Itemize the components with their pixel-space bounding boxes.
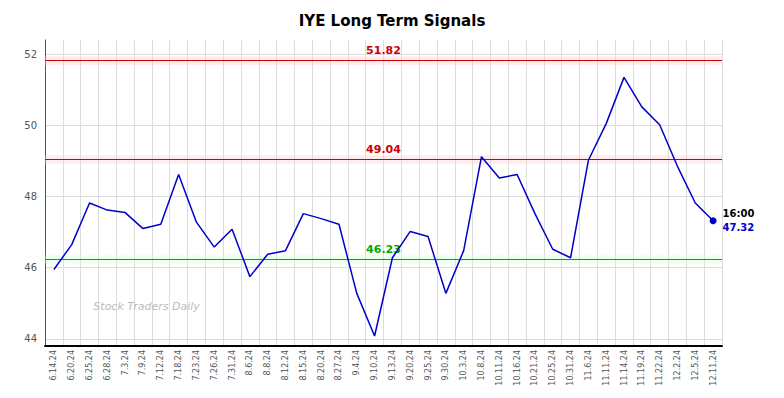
svg-text:10.21.24: 10.21.24: [530, 350, 539, 386]
svg-text:12.2.24: 12.2.24: [673, 350, 682, 381]
svg-text:50: 50: [24, 120, 37, 131]
svg-text:IYE Long Term Signals: IYE Long Term Signals: [299, 12, 486, 30]
svg-text:7.23.24: 7.23.24: [192, 350, 201, 381]
svg-text:16:00: 16:00: [723, 208, 755, 219]
svg-text:11.11.24: 11.11.24: [602, 350, 611, 386]
svg-text:7.9.24: 7.9.24: [138, 350, 147, 375]
svg-text:11.22.24: 11.22.24: [655, 350, 664, 386]
svg-text:8.6.24: 8.6.24: [245, 350, 254, 375]
svg-text:9.10.24: 9.10.24: [370, 350, 379, 381]
svg-text:12.5.24: 12.5.24: [691, 350, 700, 381]
svg-text:7.26.24: 7.26.24: [210, 350, 219, 381]
svg-text:6.28.24: 6.28.24: [103, 350, 112, 381]
svg-text:8.12.24: 8.12.24: [281, 350, 290, 381]
svg-text:Stock Traders Daily: Stock Traders Daily: [93, 300, 200, 313]
svg-text:6.20.24: 6.20.24: [67, 350, 76, 381]
svg-text:7.18.24: 7.18.24: [174, 350, 183, 381]
svg-text:8.20.24: 8.20.24: [317, 350, 326, 381]
svg-text:10.8.24: 10.8.24: [477, 350, 486, 381]
svg-text:9.25.24: 9.25.24: [424, 350, 433, 381]
svg-text:10.3.24: 10.3.24: [459, 350, 468, 381]
svg-text:47.32: 47.32: [723, 222, 755, 233]
svg-text:49.04: 49.04: [366, 143, 401, 156]
svg-text:8.8.24: 8.8.24: [263, 350, 272, 375]
svg-text:8.15.24: 8.15.24: [299, 350, 308, 381]
svg-text:8.27.24: 8.27.24: [334, 350, 343, 381]
svg-text:51.82: 51.82: [366, 44, 401, 57]
svg-text:11.14.24: 11.14.24: [620, 350, 629, 386]
svg-text:7.3.24: 7.3.24: [121, 350, 130, 375]
svg-text:46: 46: [24, 262, 37, 273]
svg-text:46.23: 46.23: [366, 242, 401, 256]
svg-text:10.11.24: 10.11.24: [495, 350, 504, 386]
svg-text:7.31.24: 7.31.24: [228, 350, 237, 381]
svg-text:6.14.24: 6.14.24: [49, 350, 58, 381]
svg-text:9.13.24: 9.13.24: [388, 350, 397, 381]
svg-text:11.6.24: 11.6.24: [584, 350, 593, 381]
svg-text:12.11.24: 12.11.24: [709, 350, 718, 386]
svg-text:9.30.24: 9.30.24: [441, 350, 450, 381]
svg-text:9.4.24: 9.4.24: [352, 350, 361, 375]
svg-text:44: 44: [24, 333, 37, 344]
svg-text:9.20.24: 9.20.24: [406, 350, 415, 381]
svg-text:7.12.24: 7.12.24: [156, 350, 165, 381]
svg-text:48: 48: [24, 191, 37, 202]
svg-text:6.25.24: 6.25.24: [85, 350, 94, 381]
svg-text:10.25.24: 10.25.24: [548, 350, 557, 386]
svg-text:10.16.24: 10.16.24: [513, 350, 522, 386]
svg-text:10.31.24: 10.31.24: [566, 350, 575, 386]
svg-text:52: 52: [24, 49, 37, 60]
svg-text:11.19.24: 11.19.24: [637, 350, 646, 386]
